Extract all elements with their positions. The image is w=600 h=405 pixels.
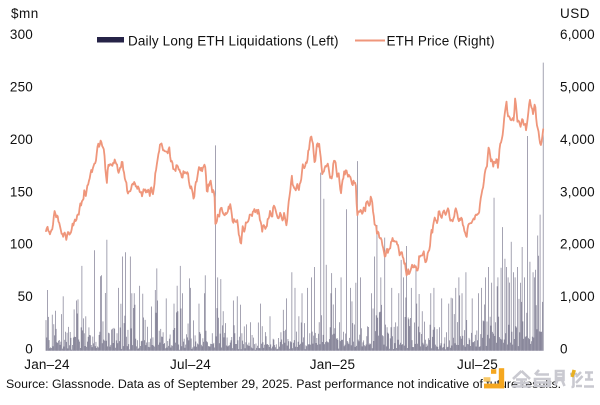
svg-text:250: 250 [10, 80, 33, 95]
svg-text:Daily Long ETH Liquidations (L: Daily Long ETH Liquidations (Left) [128, 34, 339, 49]
svg-text:5,000: 5,000 [560, 80, 595, 95]
svg-text:3,000: 3,000 [560, 184, 595, 199]
svg-text:ETH Price (Right): ETH Price (Right) [387, 34, 495, 49]
svg-text:200: 200 [10, 132, 33, 147]
svg-text:Source: Glassnode. Data as of: Source: Glassnode. Data as of September … [6, 377, 561, 391]
svg-text:2,000: 2,000 [560, 237, 595, 252]
svg-text:USD: USD [560, 6, 590, 21]
svg-text:6,000: 6,000 [560, 27, 595, 42]
svg-text:Jan–25: Jan–25 [310, 357, 356, 372]
svg-text:Jan–24: Jan–24 [24, 357, 70, 372]
svg-text:Jul–25: Jul–25 [457, 357, 498, 372]
svg-text:100: 100 [10, 237, 33, 252]
svg-text:50: 50 [18, 289, 33, 304]
svg-text:Jul–24: Jul–24 [170, 357, 211, 372]
svg-text:150: 150 [10, 184, 33, 199]
svg-text:0: 0 [560, 342, 568, 357]
svg-text:4,000: 4,000 [560, 132, 595, 147]
svg-text:0: 0 [25, 342, 33, 357]
svg-text:$mn: $mn [11, 6, 39, 21]
svg-text:300: 300 [10, 27, 33, 42]
svg-text:1,000: 1,000 [560, 289, 595, 304]
